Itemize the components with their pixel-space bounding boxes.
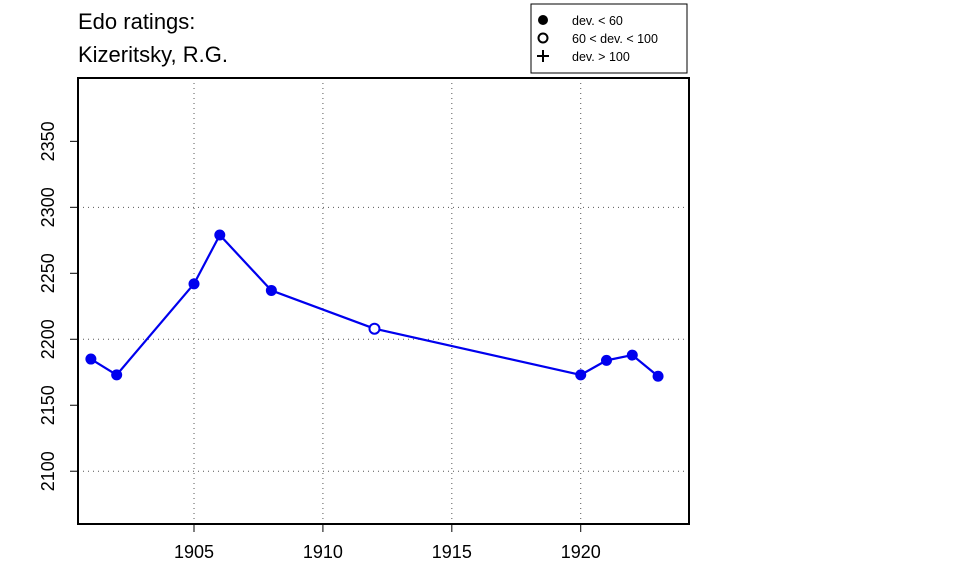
data-point-1923	[652, 370, 664, 382]
legend-filled-circle-icon	[538, 15, 548, 25]
rating-series	[85, 229, 664, 382]
axes: 1905 1910 1915 1920 2100 2150 2200 2250 2300 2350	[38, 121, 601, 562]
data-point-1921	[601, 354, 613, 366]
legend-box	[530, 3, 688, 74]
data-point-1922	[626, 349, 638, 361]
chart-title-line-2: Kizeritsky, R.G.	[78, 42, 228, 67]
legend-plus-icon	[537, 50, 549, 62]
legend-label-dev-60-100: 60 < dev. < 100	[572, 32, 658, 46]
legend-label-dev-gt-100: dev. > 100	[572, 50, 630, 64]
legend-open-circle-icon	[537, 32, 549, 44]
y-tick-label-2300: 2300	[38, 187, 58, 227]
y-tick-label-2250: 2250	[38, 253, 58, 293]
data-point-1920	[575, 369, 587, 381]
grid-lines	[78, 78, 689, 524]
plot-frame	[77, 77, 690, 525]
legend-label-dev-lt-60: dev. < 60	[572, 14, 623, 28]
x-tick-label-1915: 1915	[432, 542, 472, 562]
data-point-1906	[214, 229, 226, 241]
data-point-1905	[188, 278, 200, 290]
legend: dev. < 60 60 < dev. < 100 dev. > 100	[530, 3, 688, 74]
x-tick-label-1920: 1920	[561, 542, 601, 562]
x-tick-label-1905: 1905	[174, 542, 214, 562]
y-tick-label-2100: 2100	[38, 451, 58, 491]
data-point-1908	[265, 284, 277, 296]
data-point-1912	[368, 322, 381, 335]
data-point-1901	[85, 353, 97, 365]
data-point-1902	[111, 369, 123, 381]
rating-line	[90, 233, 659, 378]
y-tick-label-2350: 2350	[38, 121, 58, 161]
chart-title-line-1: Edo ratings:	[78, 9, 195, 34]
y-tick-label-2150: 2150	[38, 385, 58, 425]
x-tick-label-1910: 1910	[303, 542, 343, 562]
y-tick-label-2200: 2200	[38, 319, 58, 359]
